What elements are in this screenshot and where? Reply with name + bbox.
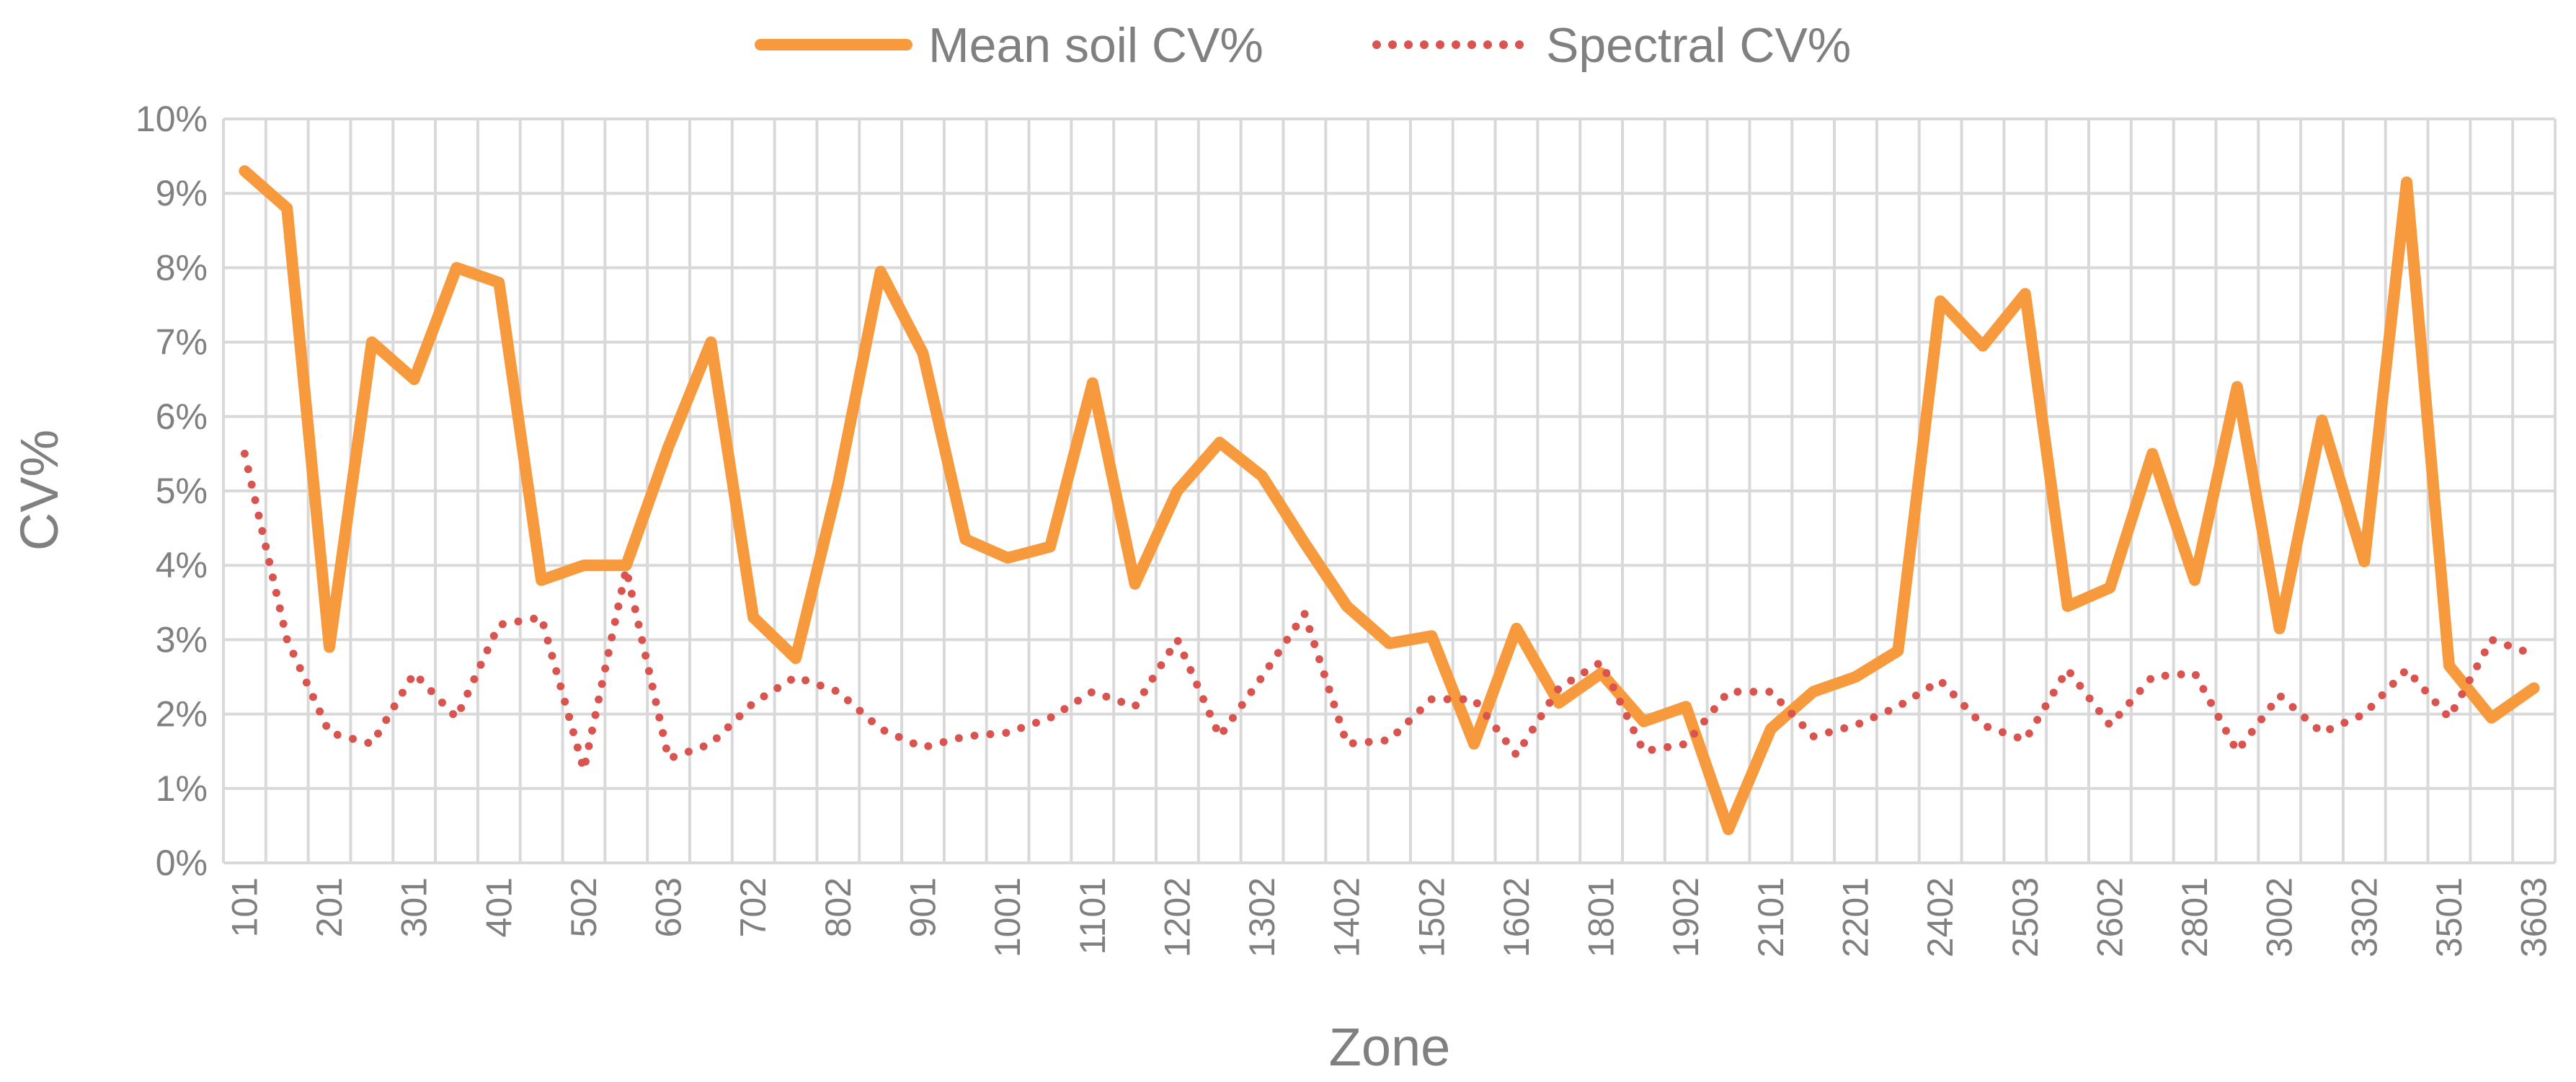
y-tick-labels: 0% 1% 2% 3% 4% 5% 6% 7% 8% 9% 10% <box>136 99 208 883</box>
y-tick-label: 7% <box>156 322 208 363</box>
x-tick-labels: 101 201 301 401 502 603 702 802 901 1001 1101 1202 1… <box>224 877 2554 957</box>
x-tick-label: 1902 <box>1666 877 1706 957</box>
y-tick-label: 8% <box>156 247 208 288</box>
x-tick-label: 201 <box>309 877 350 937</box>
legend-label-spectral: Spectral CV% <box>1546 18 1851 73</box>
x-tick-label: 3302 <box>2344 877 2384 957</box>
x-tick-label: 2503 <box>2005 877 2046 957</box>
x-tick-label: 901 <box>903 877 943 937</box>
y-tick-label: 2% <box>156 694 208 735</box>
y-tick-label: 3% <box>156 619 208 660</box>
y-tick-label: 5% <box>156 471 208 511</box>
x-tick-label: 802 <box>818 877 858 937</box>
x-tick-label: 2201 <box>1836 877 1876 957</box>
x-tick-label: 603 <box>649 877 689 937</box>
y-tick-label: 1% <box>156 768 208 809</box>
y-tick-label: 6% <box>156 396 208 437</box>
y-tick-label: 9% <box>156 173 208 213</box>
y-axis-title: CV% <box>9 430 69 551</box>
x-tick-label: 1101 <box>1072 877 1113 955</box>
x-tick-label: 2101 <box>1751 877 1791 957</box>
x-axis-title: Zone <box>1329 1017 1451 1077</box>
x-tick-label: 502 <box>564 877 604 937</box>
y-tick-label: 0% <box>156 843 208 883</box>
x-tick-label: 2602 <box>2089 877 2130 957</box>
x-tick-label: 1602 <box>1496 877 1537 957</box>
x-tick-label: 1502 <box>1411 877 1452 957</box>
x-tick-label: 401 <box>479 877 519 937</box>
y-tick-label: 10% <box>136 99 208 139</box>
x-tick-label: 3002 <box>2260 877 2300 957</box>
legend: Mean soil CV% Spectral CV% <box>755 18 1851 73</box>
x-tick-label: 1801 <box>1581 877 1622 957</box>
gridlines <box>222 117 2557 864</box>
y-tick-label: 4% <box>156 545 208 585</box>
x-tick-label: 1302 <box>1242 877 1282 957</box>
x-tick-label: 1402 <box>1327 877 1367 957</box>
x-tick-label: 3603 <box>2514 877 2554 957</box>
x-tick-label: 702 <box>733 877 773 937</box>
series-lines <box>239 165 2540 835</box>
x-tick-label: 1001 <box>987 877 1028 957</box>
x-tick-label: 101 <box>224 877 265 937</box>
legend-label-mean-soil: Mean soil CV% <box>928 18 1263 73</box>
x-tick-label: 301 <box>394 877 435 937</box>
series-line-mean-soil <box>239 165 2540 835</box>
x-tick-label: 1202 <box>1157 877 1197 957</box>
x-tick-label: 2402 <box>1920 877 1960 957</box>
x-tick-label: 3501 <box>2429 877 2469 957</box>
series-line-spectral <box>240 449 2539 774</box>
x-tick-label: 2801 <box>2175 877 2215 957</box>
